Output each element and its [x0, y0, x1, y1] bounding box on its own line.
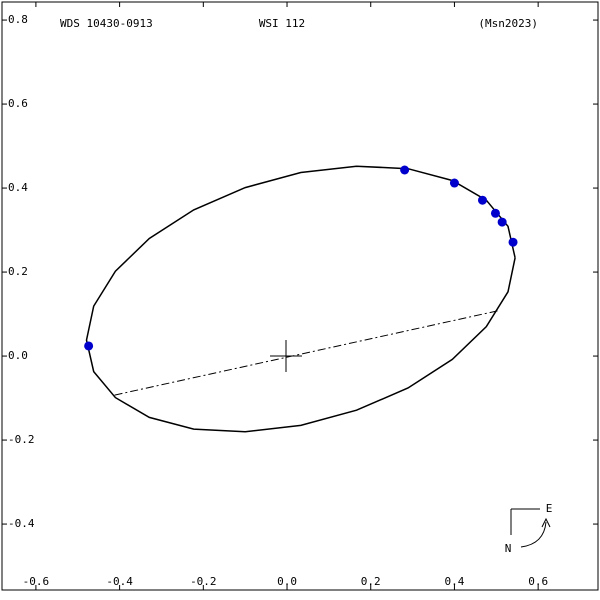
- compass-arrowhead: [541, 517, 551, 528]
- x-tick-label: 0.4: [445, 575, 465, 588]
- reference: (Msn2023): [478, 17, 538, 30]
- compass: E N: [505, 502, 553, 555]
- x-tick-label: -0.4: [106, 575, 133, 588]
- y-tick-label: -0.4: [8, 517, 35, 530]
- chart-title: WDS 10430-0913: [60, 17, 153, 30]
- y-tick-label: 0.4: [8, 181, 28, 194]
- observation-point: [84, 341, 94, 351]
- observation-point: [490, 208, 500, 218]
- observation-point: [508, 237, 518, 247]
- compass-east-label: E: [546, 502, 553, 515]
- compass-arrow: [520, 521, 547, 548]
- y-tick-label: -0.2: [8, 433, 35, 446]
- x-tick-label: -0.6: [23, 575, 50, 588]
- y-tick-label: 0.0: [8, 349, 28, 362]
- y-tick-label: 0.6: [8, 97, 28, 110]
- x-tick-label: 0.2: [361, 575, 381, 588]
- x-tick-label: 0.0: [277, 575, 297, 588]
- y-tick-label: 0.2: [8, 265, 28, 278]
- x-tick-label: -0.2: [190, 575, 217, 588]
- line-of-nodes: [114, 309, 501, 396]
- observation-point: [400, 165, 410, 175]
- compass-north-label: N: [505, 542, 512, 555]
- observation-point: [449, 178, 459, 188]
- chart-subtitle: WSI 112: [259, 17, 305, 30]
- x-tick-label: 0.6: [528, 575, 548, 588]
- observation-point: [497, 217, 507, 227]
- observation-point: [477, 195, 487, 205]
- y-tick-label: 0.8: [8, 13, 28, 26]
